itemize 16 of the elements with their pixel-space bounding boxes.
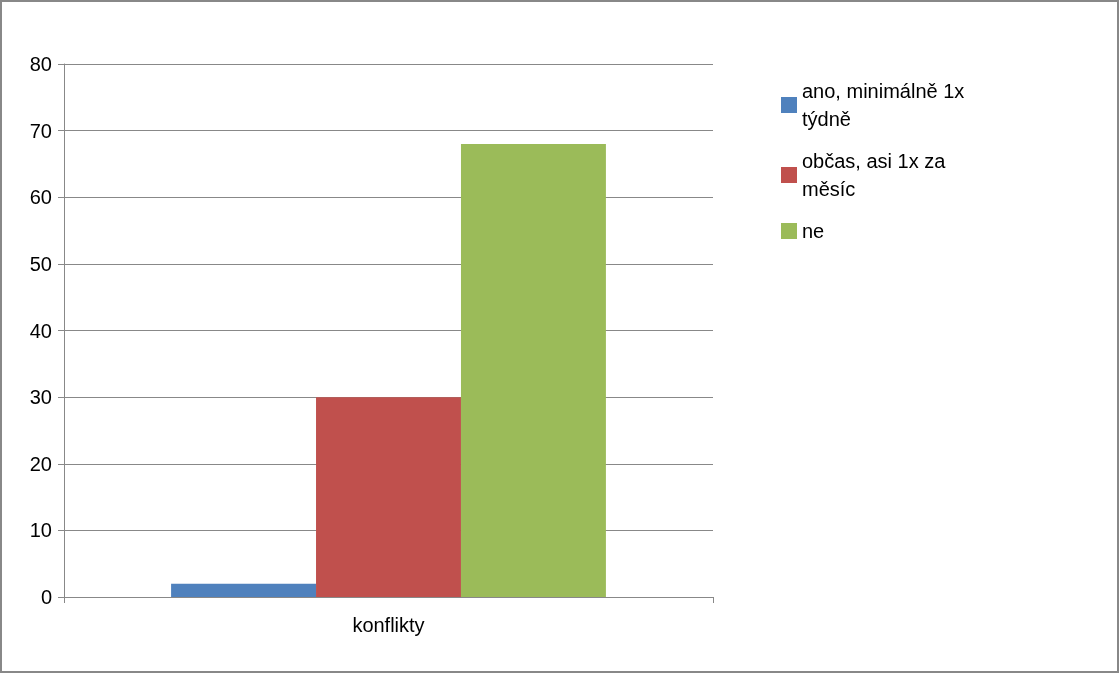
y-tick-label: 80	[29, 53, 52, 75]
y-tick-label: 10	[29, 519, 52, 542]
y-tick-label: 60	[29, 186, 52, 209]
y-tick-label: 50	[29, 252, 52, 275]
bar	[171, 583, 317, 597]
y-tick-label: 20	[29, 452, 52, 475]
y-tick-label: 40	[29, 319, 52, 342]
legend-label: občas, asi 1x za měsíc	[802, 150, 951, 200]
legend-label: ano, minimálně 1x týdně	[802, 80, 970, 130]
y-tick-label: 30	[29, 386, 52, 409]
y-tick-label: 70	[29, 119, 52, 142]
bar	[460, 143, 606, 597]
bar	[316, 397, 461, 597]
legend-label: ne	[802, 220, 825, 242]
x-tick-label: konflikty	[352, 614, 425, 636]
y-tick-label: 0	[40, 586, 52, 608]
